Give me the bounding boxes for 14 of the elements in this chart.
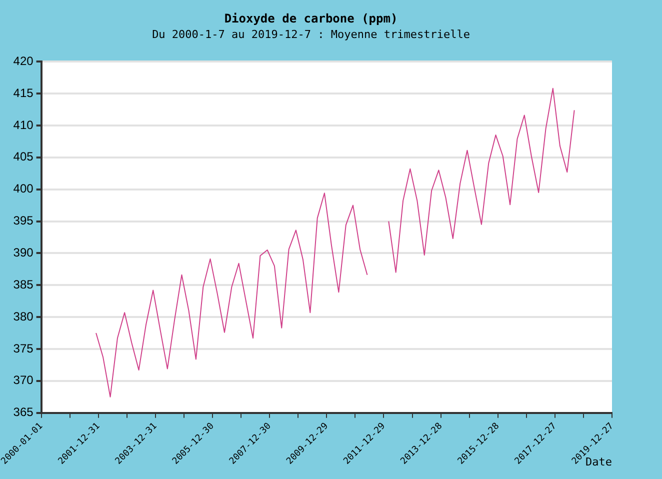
y-tick-label: 390: [13, 246, 34, 260]
y-tick-label: 370: [13, 373, 34, 388]
y-tick-label: 420: [13, 54, 34, 68]
chart-title: Dioxyde de carbone (ppm): [224, 11, 398, 26]
y-tick-label: 380: [13, 309, 34, 324]
y-tick-label: 415: [13, 86, 34, 100]
y-tick-label: 385: [13, 277, 34, 292]
y-tick-label: 395: [13, 214, 34, 228]
y-tick-label: 365: [13, 405, 34, 420]
chart-subtitle: Du 2000-1-7 au 2019-12-7 : Moyenne trimestrielle: [152, 28, 470, 41]
y-tick-label: 375: [13, 341, 34, 356]
y-tick-label: 400: [13, 182, 34, 196]
y-tick-label: 405: [13, 150, 34, 164]
y-tick-label: 410: [13, 118, 34, 132]
